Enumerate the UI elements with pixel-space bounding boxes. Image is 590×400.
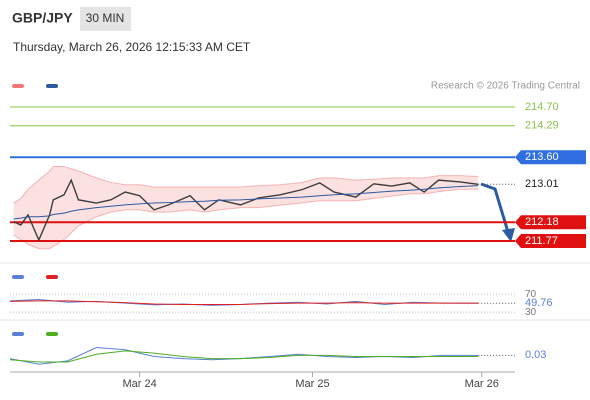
- legend-swatch: [46, 332, 58, 336]
- current-label: 0.03: [525, 349, 546, 361]
- current-label: 213.01: [525, 178, 559, 190]
- current-label: 49.76: [525, 297, 553, 309]
- level-tag: [515, 233, 586, 248]
- y-tick-label: 30: [525, 307, 537, 318]
- legend-swatch: [46, 84, 58, 88]
- legend-swatch: [12, 275, 24, 279]
- series-line: [9, 300, 479, 305]
- band-lower: [13, 188, 479, 250]
- x-tick-label: Mar 26: [465, 378, 499, 390]
- x-tick-label: Mar 25: [295, 378, 329, 390]
- level-label: 214.29: [525, 120, 559, 132]
- datetime: Thursday, March 26, 2026 12:15:33 AM CET: [13, 40, 251, 54]
- legend-swatch: [46, 275, 58, 279]
- series-line: [13, 185, 479, 220]
- x-tick-label: Mar 24: [123, 378, 157, 390]
- series-line: [9, 350, 479, 363]
- level-tag: [515, 150, 586, 165]
- level-label: 212.18: [525, 216, 559, 228]
- y-tick-label: 70: [525, 289, 537, 300]
- level-label: 211.77: [525, 235, 558, 247]
- level-label: 213.60: [525, 151, 559, 163]
- interval: 30 MIN: [86, 11, 125, 25]
- interval-box: [80, 7, 131, 31]
- level-label: 214.70: [525, 101, 559, 113]
- level-tag: [515, 215, 586, 230]
- forecast-arrow: [480, 182, 510, 233]
- symbol: GBP/JPY: [12, 10, 73, 26]
- forecast-arrowhead: [502, 228, 515, 242]
- source: Research © 2026 Trading Central: [431, 81, 580, 92]
- series-line: [13, 178, 479, 242]
- legend-swatch: [12, 332, 24, 336]
- legend-swatch: [12, 84, 24, 88]
- band-upper: [13, 165, 479, 204]
